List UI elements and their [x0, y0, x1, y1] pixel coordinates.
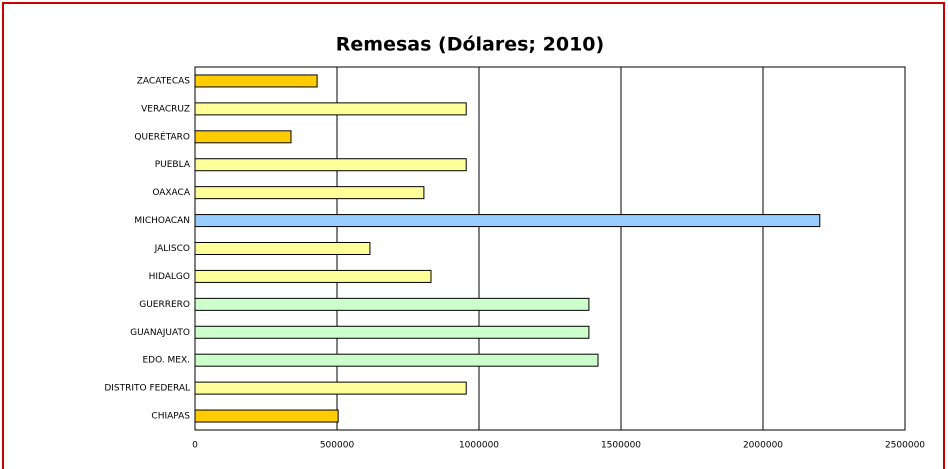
bar — [194, 353, 599, 367]
bar — [194, 242, 371, 255]
bar — [194, 102, 467, 116]
y-tick-label: ZACATECAS — [137, 76, 191, 86]
y-tick-label: VERACRUZ — [141, 104, 190, 114]
bar — [194, 158, 467, 172]
y-tick-label: CHIAPAS — [151, 412, 190, 422]
bar — [194, 381, 467, 395]
y-tick-label: JALISCO — [154, 244, 190, 254]
y-tick-label: EDO. MEX. — [142, 356, 190, 366]
y-tick-label: PUEBLA — [155, 160, 191, 170]
y-tick-label: HIDALGO — [149, 272, 190, 282]
x-tick-label: 1000000 — [459, 441, 499, 451]
x-tick-label: 2000000 — [743, 441, 783, 451]
bar — [194, 297, 590, 311]
y-tick-label: GUERRERO — [139, 300, 190, 310]
y-tick-label: GUANAJUATO — [130, 328, 190, 338]
x-tick-label: 1500000 — [601, 441, 641, 451]
y-tick-label: OAXACA — [152, 188, 191, 198]
x-tick-label: 2500000 — [885, 441, 925, 451]
x-tick-label: 0 — [192, 441, 198, 451]
y-tick-label: DISTRITO FEDERAL — [104, 384, 190, 394]
bar — [194, 74, 318, 88]
x-tick-label: 500000 — [320, 441, 355, 451]
bar — [194, 214, 821, 228]
bar — [194, 186, 425, 200]
chart-title: Remesas (Dólares; 2010) — [336, 34, 604, 56]
y-tick-label: QUERÉTARO — [134, 130, 190, 142]
bar — [194, 325, 590, 339]
y-tick-label: MICHOACAN — [134, 216, 190, 226]
bar — [194, 130, 292, 144]
bar — [194, 409, 339, 423]
bar — [194, 269, 432, 283]
